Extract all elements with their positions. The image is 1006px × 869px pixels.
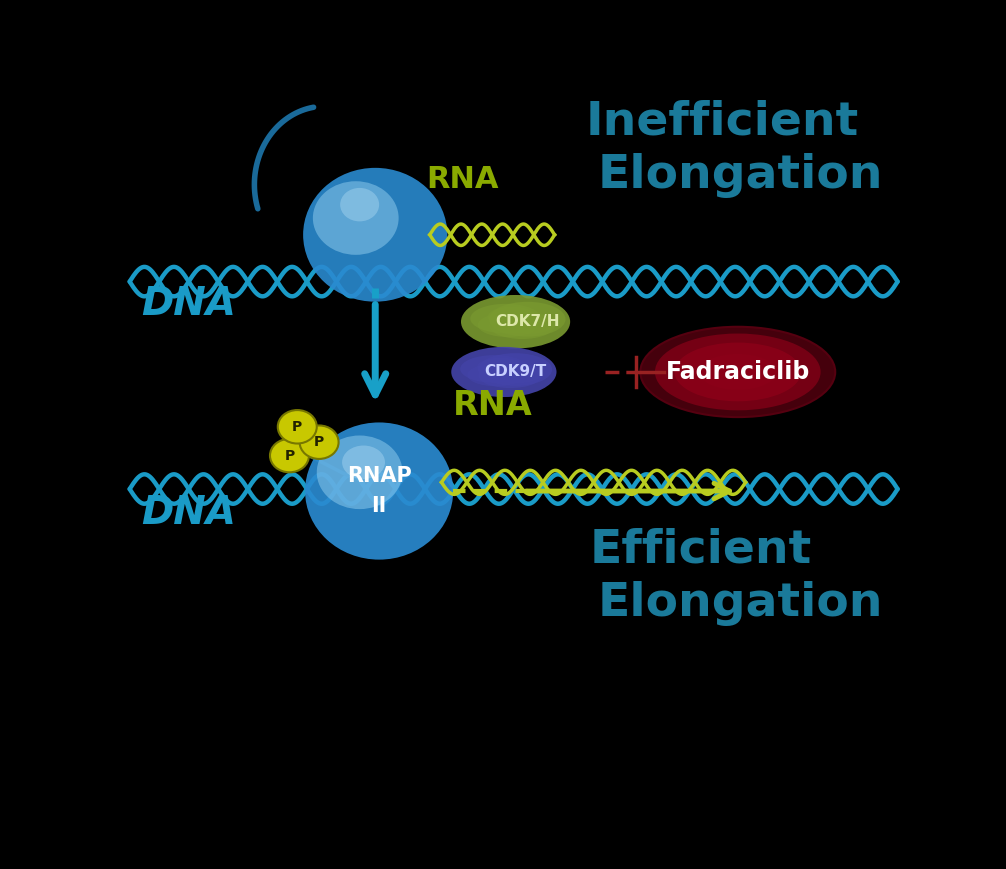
Text: RNAP: RNAP [347,466,411,486]
Text: P: P [285,448,295,462]
Ellipse shape [489,302,565,336]
Text: RNA: RNA [453,389,533,422]
Ellipse shape [342,446,385,479]
Text: RNA: RNA [426,165,498,194]
Ellipse shape [468,363,525,386]
Ellipse shape [478,313,538,337]
Ellipse shape [313,182,398,255]
Ellipse shape [305,422,453,560]
Text: Elongation: Elongation [598,153,883,198]
Ellipse shape [479,353,552,386]
Ellipse shape [488,306,537,328]
Text: Fadraciclib: Fadraciclib [666,360,810,384]
Ellipse shape [674,342,801,401]
Text: P: P [292,420,303,434]
Circle shape [278,410,317,443]
Ellipse shape [317,435,402,509]
Text: CDK7/H: CDK7/H [495,315,559,329]
Circle shape [270,439,309,473]
Text: P: P [314,435,324,449]
Text: DNA: DNA [141,494,236,533]
Ellipse shape [470,304,541,333]
Text: CDK9/T: CDK9/T [485,364,546,380]
Ellipse shape [460,355,528,382]
Ellipse shape [490,363,543,383]
Text: Elongation: Elongation [598,581,883,627]
Ellipse shape [479,363,542,388]
Ellipse shape [489,312,555,339]
Ellipse shape [477,357,524,377]
Text: Efficient: Efficient [590,527,812,573]
Text: Inefficient: Inefficient [585,99,859,144]
Ellipse shape [452,347,556,397]
Ellipse shape [461,295,570,348]
Ellipse shape [303,168,448,302]
Ellipse shape [699,354,777,390]
Circle shape [300,426,339,459]
Text: DNA: DNA [141,285,236,323]
Ellipse shape [655,334,821,410]
Text: II: II [371,495,386,516]
Ellipse shape [340,188,379,222]
Ellipse shape [640,327,835,417]
Ellipse shape [501,313,556,334]
